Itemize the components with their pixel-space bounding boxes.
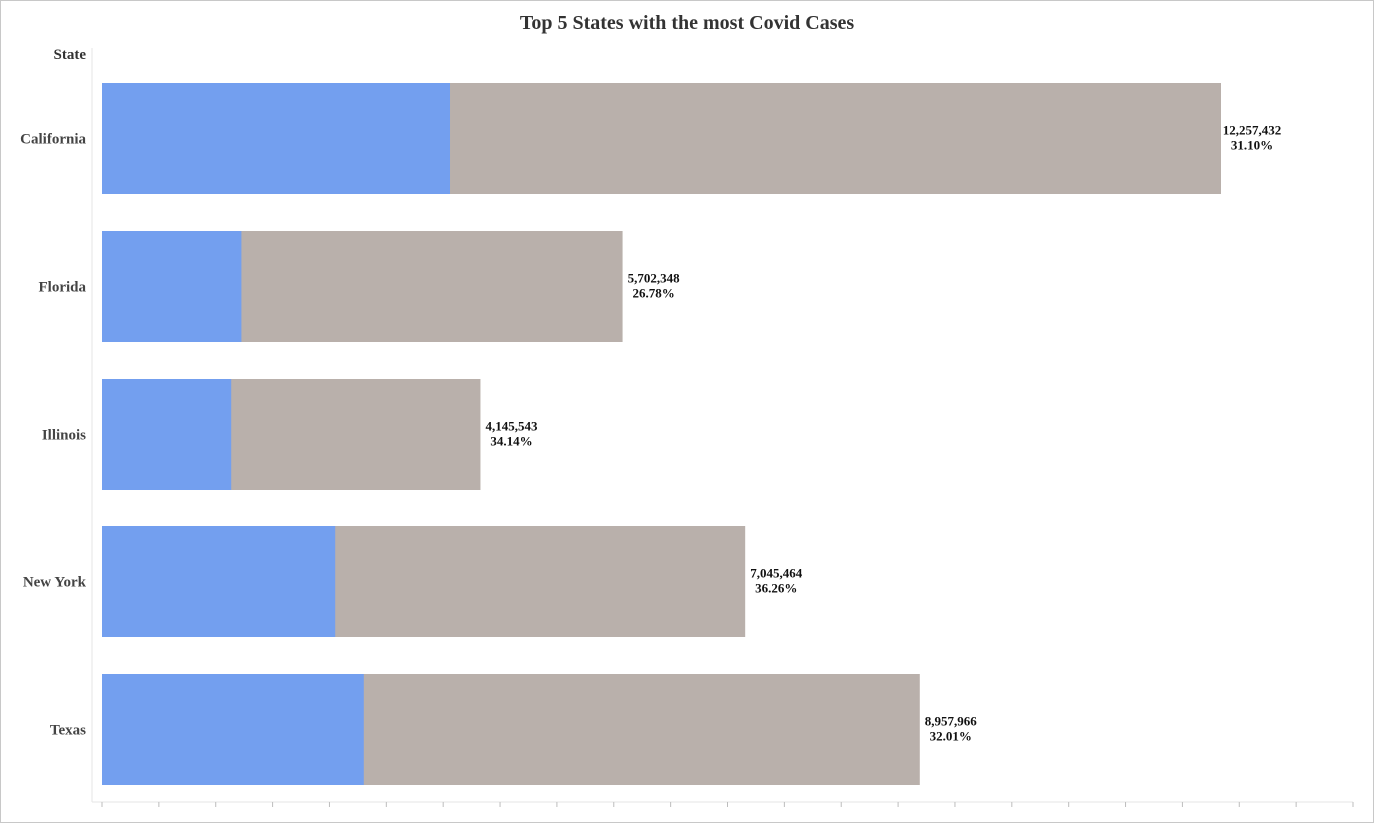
- category-label: Florida: [39, 280, 87, 296]
- category-label: California: [20, 132, 86, 148]
- category-label: Texas: [50, 723, 86, 739]
- total-data-label: 8,957,966: [925, 714, 978, 729]
- chart-title: Top 5 States with the most Covid Cases: [519, 12, 855, 34]
- category-label: New York: [23, 575, 87, 591]
- percent-data-label: 36.26%: [755, 581, 797, 596]
- row-header: State: [53, 47, 87, 63]
- total-data-label: 5,702,348: [628, 271, 681, 286]
- total-data-label: 4,145,543: [485, 419, 538, 434]
- percent-data-label: 32.01%: [930, 729, 972, 744]
- bar-share: [102, 379, 232, 490]
- bar-share: [102, 526, 336, 637]
- percent-data-label: 31.10%: [1231, 138, 1273, 153]
- bar-share: [102, 674, 364, 785]
- total-data-label: 12,257,432: [1223, 123, 1282, 138]
- category-label: Illinois: [42, 428, 86, 444]
- total-data-label: 7,045,464: [750, 566, 803, 581]
- bar-share: [102, 231, 242, 342]
- percent-data-label: 34.14%: [490, 434, 532, 449]
- percent-data-label: 26.78%: [632, 286, 674, 301]
- bar-share: [102, 83, 451, 194]
